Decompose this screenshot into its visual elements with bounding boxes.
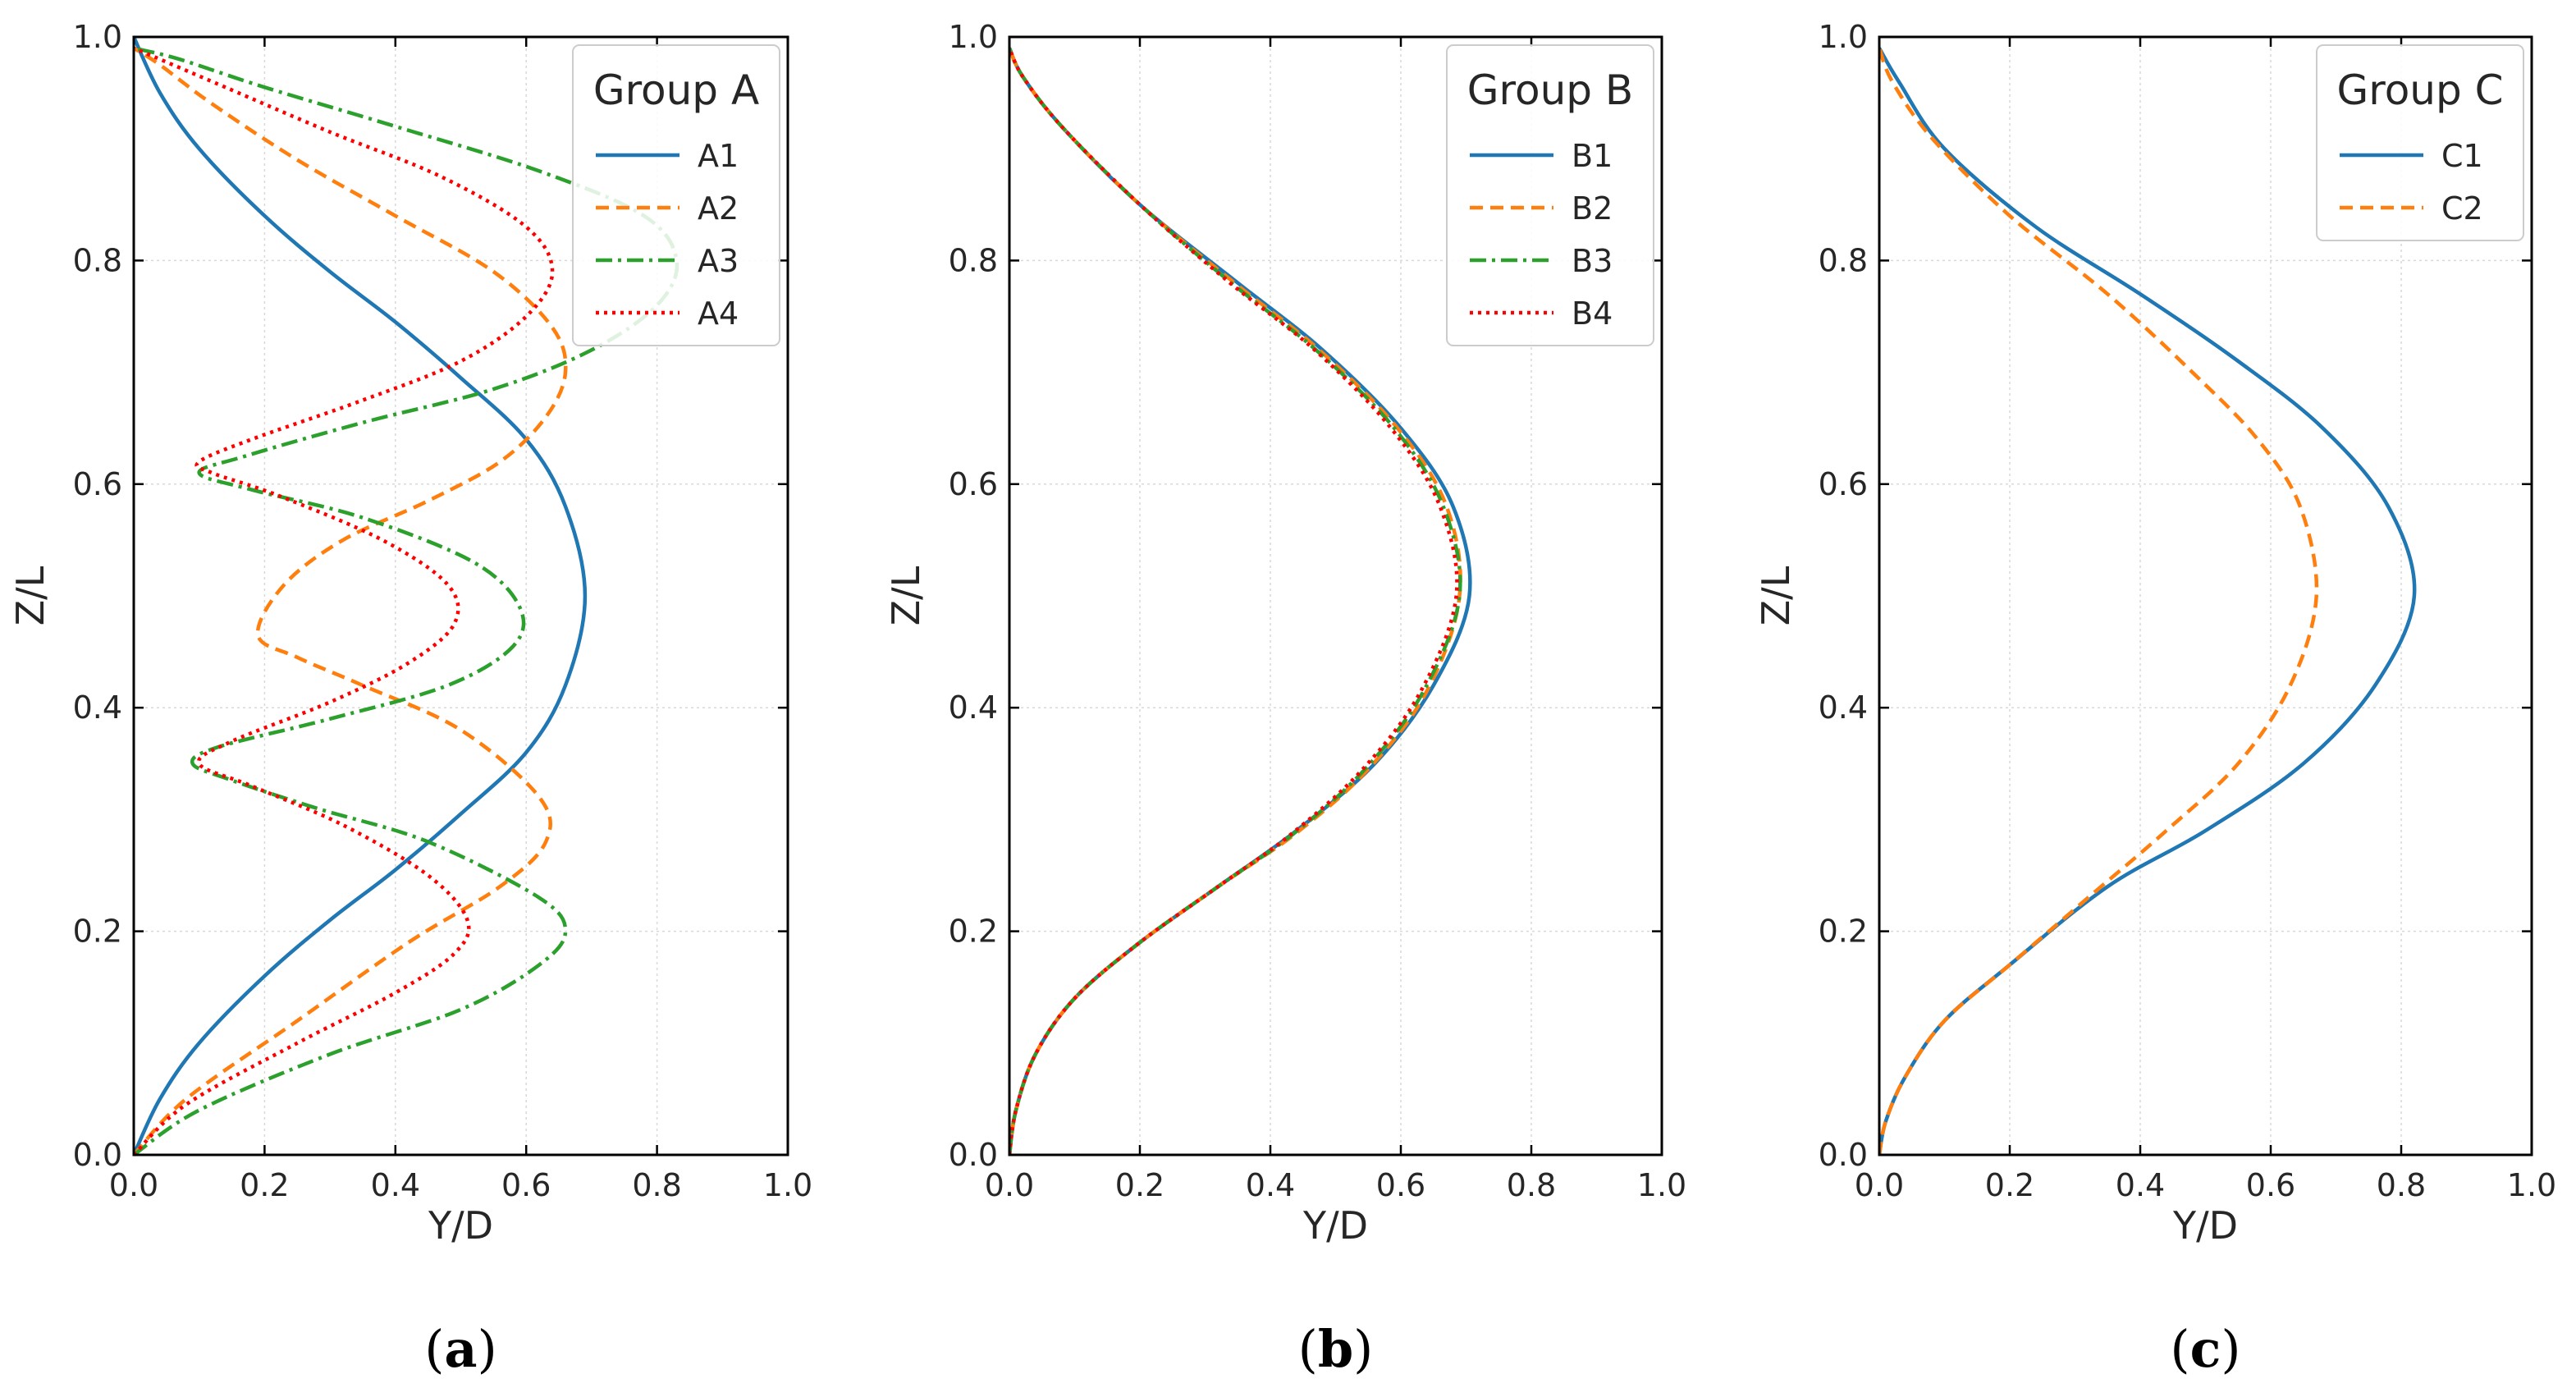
legend-title: Group A <box>593 66 759 114</box>
legend-title: Group C <box>2336 66 2503 114</box>
legend-label-B2: B2 <box>1572 190 1613 227</box>
y-tick-label: 0.2 <box>949 914 998 950</box>
legend-label-A3: A3 <box>698 243 739 279</box>
series-line-B3 <box>1009 47 1462 1156</box>
x-tick-label: 0.4 <box>2116 1167 2165 1203</box>
plot-frame <box>132 35 789 1157</box>
panel-label-close: ) <box>2221 1319 2240 1379</box>
legend-label-B1: B1 <box>1572 138 1613 174</box>
legend-label-B3: B3 <box>1572 243 1613 279</box>
series-group <box>1009 47 1472 1156</box>
x-tick-label: 0.6 <box>1376 1167 1425 1203</box>
x-tick-label: 1.0 <box>763 1167 812 1203</box>
legend-label-A1: A1 <box>698 138 739 174</box>
x-tick-label: 1.0 <box>1637 1167 1686 1203</box>
panel-label-close: ) <box>478 1319 497 1379</box>
panel-label-letter: b <box>1318 1319 1353 1379</box>
legend-label-C1: C1 <box>2441 138 2483 174</box>
legend: Group B B1 B2 B3 B4 <box>1446 44 1654 346</box>
y-tick-label: 0.8 <box>1819 242 1868 278</box>
y-tick-label: 0.8 <box>73 242 122 278</box>
x-tick-label: 0.0 <box>109 1167 158 1203</box>
series-line-A2 <box>134 46 568 1157</box>
y-tick-label: 0.6 <box>949 466 998 502</box>
y-tick-label: 1.0 <box>949 19 998 55</box>
y-tick-label: 0.6 <box>73 466 122 502</box>
series-line-C2 <box>1879 47 2319 1156</box>
x-tick-label: 0.0 <box>1855 1167 1904 1203</box>
series-line-A4 <box>134 46 555 1157</box>
y-axis-label: Z/L <box>8 566 53 625</box>
x-tick-label: 0.2 <box>1115 1167 1164 1203</box>
panel-label-open: ( <box>2170 1319 2189 1379</box>
panel-label-open: ( <box>1298 1319 1318 1379</box>
chart-panel-c: 0.0 0.2 0.4 0.6 0.8 1.0 0.0 0.2 0.4 0.6 0.8 1.0 Y/D Z… <box>1754 19 2556 1379</box>
panel-label: (c) <box>2170 1319 2240 1379</box>
x-tick-label: 0.4 <box>371 1167 420 1203</box>
y-axis-label: Z/L <box>1754 566 1798 625</box>
plot-frame <box>1878 35 2533 1157</box>
y-tick-label: 0.2 <box>73 914 122 950</box>
panel-label-close: ) <box>1353 1319 1373 1379</box>
series-line-B4 <box>1009 47 1459 1156</box>
legend-box <box>572 44 780 346</box>
y-tick-label: 0.0 <box>73 1137 122 1173</box>
legend-box <box>1446 44 1654 346</box>
x-tick-label: 0.2 <box>1985 1167 2034 1203</box>
panel-label: (b) <box>1298 1319 1374 1379</box>
y-tick-label: 0.4 <box>949 689 998 726</box>
y-tick-label: 0.8 <box>949 242 998 278</box>
y-tick-label: 0.0 <box>1819 1137 1868 1173</box>
legend: Group C C1 C2 <box>2316 44 2524 241</box>
x-tick-label: 0.6 <box>2246 1167 2295 1203</box>
x-tick-label: 0.0 <box>985 1167 1034 1203</box>
y-tick-label: 0.4 <box>73 689 122 726</box>
y-tick-label: 1.0 <box>73 19 122 55</box>
legend-label-B4: B4 <box>1572 295 1613 332</box>
legend-label-A2: A2 <box>698 190 739 227</box>
series-line-B2 <box>1009 47 1462 1156</box>
y-tick-label: 1.0 <box>1819 19 1868 55</box>
legend: Group A A1 A2 A3 A4 <box>572 44 780 346</box>
x-tick-label: 1.0 <box>2507 1167 2556 1203</box>
x-tick-label: 0.8 <box>632 1167 681 1203</box>
panel-label-letter: c <box>2190 1319 2221 1379</box>
x-tick-label: 0.6 <box>501 1167 551 1203</box>
y-tick-label: 0.6 <box>1819 466 1868 502</box>
y-tick-label: 0.2 <box>1819 914 1868 950</box>
plot-frame <box>1008 35 1663 1157</box>
series-line-C1 <box>1879 47 2417 1156</box>
x-tick-label: 0.2 <box>240 1167 289 1203</box>
panel-label: (a) <box>424 1319 497 1379</box>
chart-panel-a: 0.0 0.2 0.4 0.6 0.8 1.0 0.0 0.2 0.4 0.6 0.8 1.0 Y/D Z… <box>8 19 812 1379</box>
x-axis-label: Y/D <box>1302 1203 1368 1248</box>
x-tick-label: 0.8 <box>2377 1167 2426 1203</box>
panel-label-open: ( <box>424 1319 444 1379</box>
panel-label-letter: a <box>444 1319 477 1379</box>
y-tick-label: 0.0 <box>949 1137 998 1173</box>
y-axis-label: Z/L <box>884 566 928 625</box>
y-tick-label: 0.4 <box>1819 689 1868 726</box>
x-tick-label: 0.4 <box>1246 1167 1295 1203</box>
legend-label-C2: C2 <box>2441 190 2483 227</box>
legend-box <box>2316 44 2524 241</box>
chart-panel-b: 0.0 0.2 0.4 0.6 0.8 1.0 0.0 0.2 0.4 0.6 0.8 1.0 Y/D Z… <box>884 19 1686 1379</box>
legend-title: Group B <box>1467 66 1633 114</box>
legend-label-A4: A4 <box>698 295 739 332</box>
x-tick-label: 0.8 <box>1507 1167 1556 1203</box>
x-axis-label: Y/D <box>428 1203 493 1248</box>
series-group <box>1879 47 2417 1156</box>
series-group <box>134 36 679 1157</box>
x-axis-label: Y/D <box>2172 1203 2238 1248</box>
series-line-A1 <box>134 36 588 1156</box>
